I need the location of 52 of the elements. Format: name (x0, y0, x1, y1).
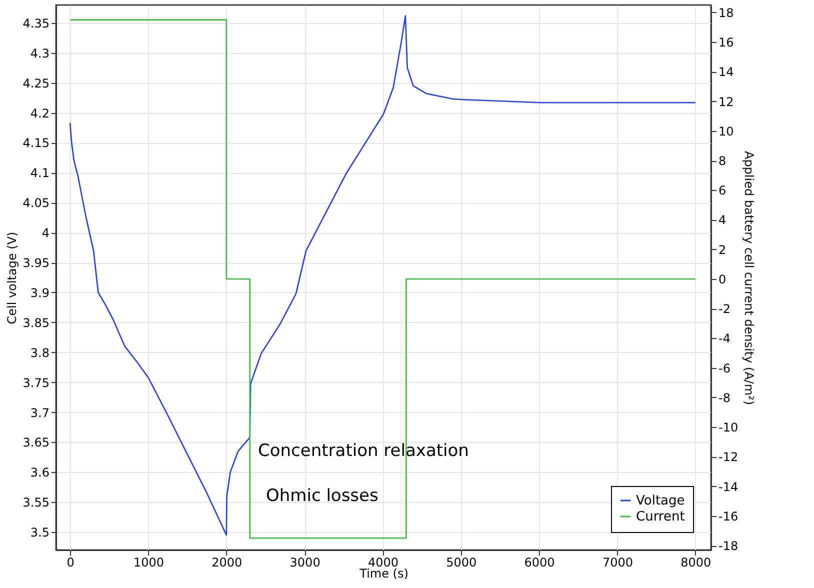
y2-tick-label: 16 (718, 36, 734, 50)
y-tick-label: 4 (42, 226, 50, 240)
x-tick-label: 0 (66, 556, 74, 570)
annotation: Ohmic losses (266, 486, 378, 506)
y2-tick-label: -10 (718, 420, 738, 435)
y2-tick-label: 6 (718, 184, 726, 198)
y-tick-label: 3.8 (30, 346, 50, 360)
y2-tick-label: -16 (718, 509, 738, 524)
y-tick-label: 3.9 (30, 286, 50, 300)
y-tick-label: 3.5 (30, 526, 50, 540)
y2-tick-label: 18 (718, 6, 734, 20)
x-tick-label: 6000 (524, 556, 555, 570)
y-tick-label: 3.95 (22, 256, 50, 270)
y2-tick-label: -2 (718, 302, 730, 316)
y-tick-label: 4.3 (30, 46, 50, 60)
y2-tick-label: 10 (718, 124, 734, 138)
y2-tick-label: -18 (718, 539, 738, 554)
y2-tick-label: 4 (718, 213, 726, 228)
y-tick-label: 4.35 (22, 16, 50, 30)
y-tick-label: 4.1 (30, 166, 50, 180)
legend-label: Current (636, 510, 685, 524)
y-tick-label: 3.75 (22, 376, 50, 390)
x-tick-label: 3000 (290, 556, 320, 570)
y-tick-label: 4.05 (22, 196, 50, 210)
y2-tick-label: -8 (718, 390, 730, 405)
y-tick-label: 3.55 (22, 496, 50, 510)
y2-tick-label: -6 (718, 361, 730, 376)
x-axis-title: Time (s) (358, 566, 408, 580)
y2-tick-label: -14 (718, 480, 738, 494)
y-tick-label: 4.2 (30, 106, 50, 120)
y-axis-title: Cell voltage (V) (4, 232, 19, 324)
x-tick-label: 4000 (368, 556, 398, 570)
y2-axis-title: Applied battery cell current density (A/m²) (742, 150, 756, 406)
legend-label: Voltage (636, 494, 685, 508)
x-tick-label: 2000 (212, 556, 242, 570)
x-tick-label: 7000 (602, 556, 633, 570)
y2-tick-label: 0 (718, 272, 726, 286)
y-tick-label: 4.25 (22, 76, 50, 90)
y-tick-label: 3.85 (22, 316, 50, 330)
y2-tick-label: 14 (718, 65, 734, 80)
y2-tick-label: -4 (718, 332, 730, 346)
y2-tick-label: 2 (718, 242, 726, 257)
y-tick-label: 3.6 (30, 466, 50, 480)
x-tick-label: 1000 (133, 556, 164, 570)
y2-tick-label: 8 (718, 154, 726, 168)
y2-tick-label: -12 (718, 450, 738, 464)
x-tick-label: 8000 (680, 556, 712, 570)
y-tick-label: 3.7 (30, 406, 50, 420)
x-tick-label: 5000 (446, 556, 477, 570)
y-tick-label: 4.15 (22, 136, 50, 150)
y-tick-label: 3.65 (22, 436, 50, 450)
y2-tick-label: 12 (718, 94, 734, 109)
